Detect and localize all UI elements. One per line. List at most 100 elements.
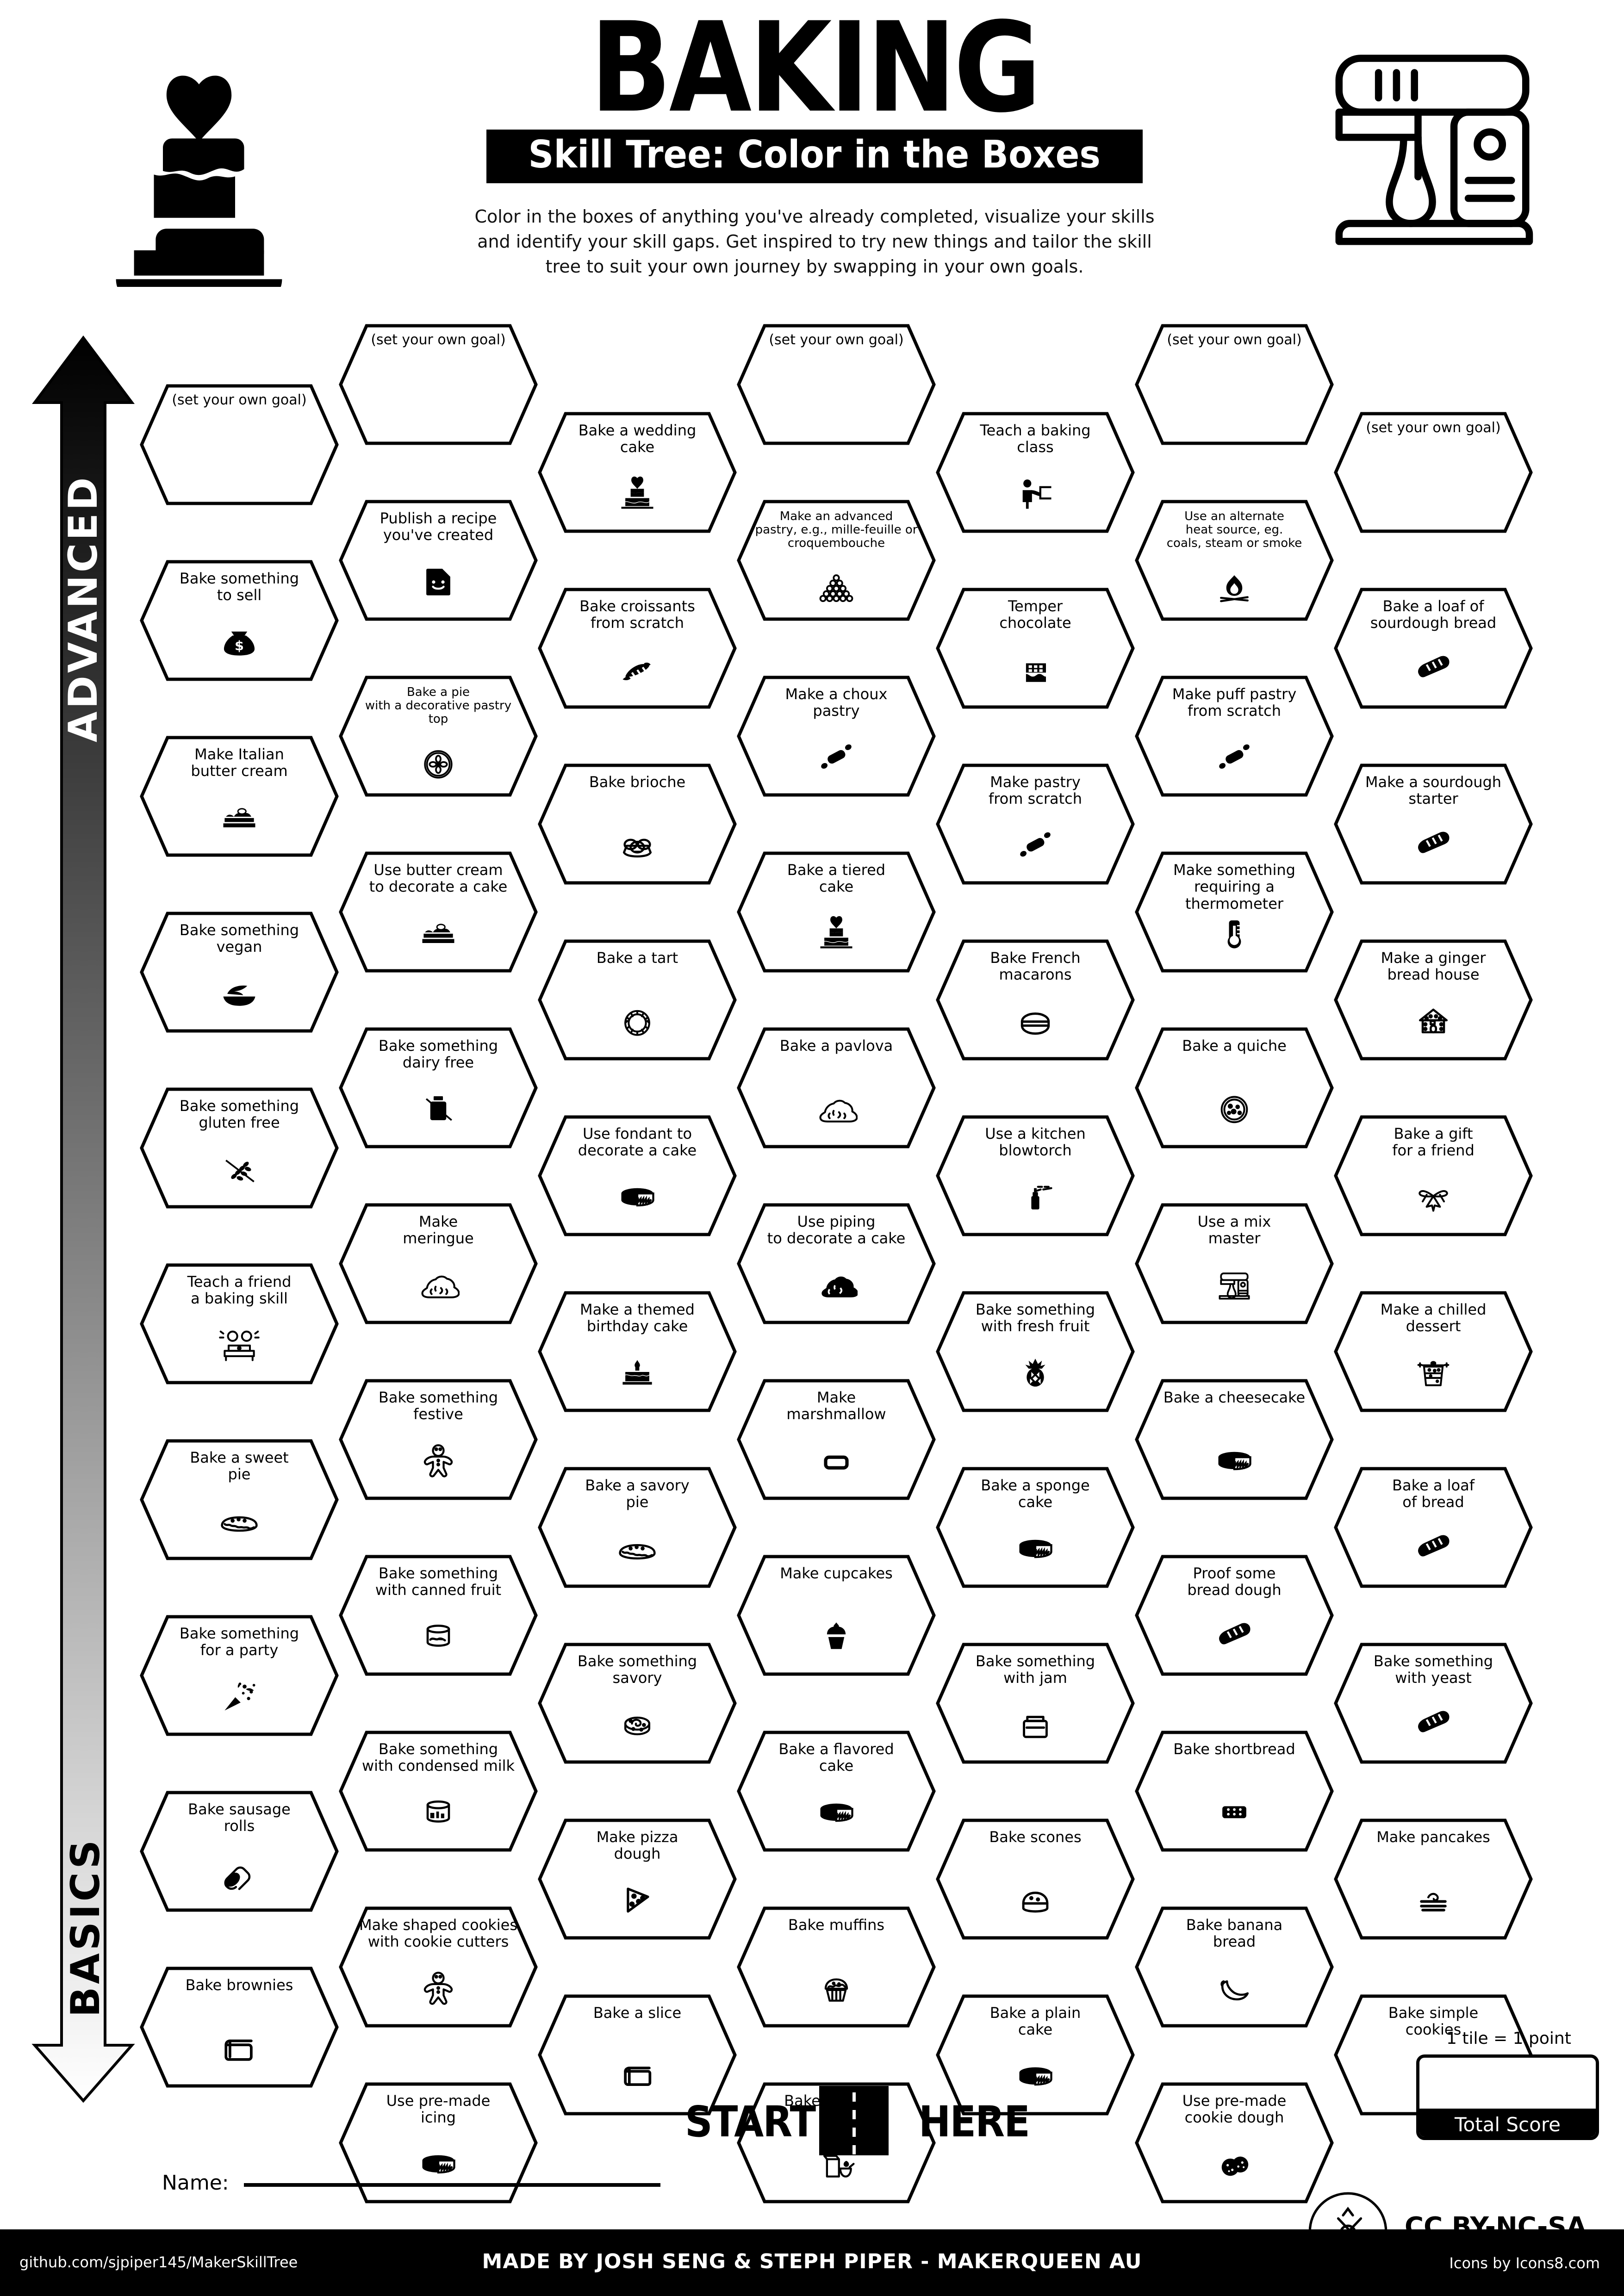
skill-tile[interactable]: Bake a sweet pie (140, 1439, 339, 1560)
skill-tile[interactable]: Publish a recipe you've created (339, 500, 538, 621)
skill-tile[interactable]: Use a kitchen blowtorch (936, 1115, 1135, 1236)
skill-tile[interactable]: Bake a wedding cake (538, 412, 737, 533)
skill-tile[interactable]: Temper chocolate (936, 588, 1135, 709)
skill-tile[interactable]: Bake something savory (538, 1643, 737, 1764)
sausage-roll-icon (140, 1850, 339, 1898)
skill-tile[interactable]: Use pre-made cookie dough (1135, 2082, 1334, 2203)
skill-tile[interactable]: Bake French macarons (936, 939, 1135, 1061)
skill-tile[interactable]: (set your own goal) (339, 324, 538, 445)
here-label: HERE (919, 2097, 1030, 2147)
skill-tile-label: Bake brioche (589, 773, 686, 791)
skill-tile[interactable]: Make a chilled dessert (1334, 1291, 1533, 1412)
skill-tile[interactable]: Make a sourdough starter (1334, 763, 1533, 885)
skill-tile-label: Bake a pavlova (779, 1037, 893, 1055)
skill-tile[interactable]: (set your own goal) (1334, 412, 1533, 533)
skill-tile[interactable]: Make cupcakes (737, 1555, 936, 1676)
skill-tile[interactable]: Bake brownies (140, 1967, 339, 2088)
bread-loaf-icon (1334, 1527, 1533, 1574)
name-field[interactable]: Name: (162, 2171, 660, 2195)
skill-tile[interactable]: Make pastry from scratch (936, 763, 1135, 885)
skill-tile[interactable]: Bake something with yeast (1334, 1643, 1533, 1764)
skill-tile[interactable]: Bake something festive (339, 1379, 538, 1500)
skill-tile[interactable]: Use an alternate heat source, eg. coals, s… (1135, 500, 1334, 621)
croquembouche-icon (737, 566, 936, 614)
skill-tile[interactable]: Make a ginger bread house (1334, 939, 1533, 1061)
skill-tile[interactable]: Bake something gluten free (140, 1087, 339, 1209)
skill-tile[interactable]: Bake a tiered cake (737, 851, 936, 973)
skill-tile[interactable]: Make something requiring a thermometer (1135, 851, 1334, 973)
skill-tile[interactable]: Bake a cheesecake (1135, 1379, 1334, 1500)
skill-tile[interactable]: Bake a pavlova (737, 1027, 936, 1148)
skill-tile-label: Use pre-made cookie dough (1182, 2092, 1287, 2127)
skill-tile[interactable]: Use butter cream to decorate a cake (339, 851, 538, 973)
skill-tile[interactable]: (set your own goal) (737, 324, 936, 445)
skill-tile-label: Make puff pastry from scratch (1172, 685, 1297, 720)
skill-tile-label: Bake a cheesecake (1163, 1389, 1306, 1406)
skill-tile-label: Use piping to decorate a cake (767, 1213, 906, 1247)
skill-tile[interactable]: Make pizza dough (538, 1818, 737, 1940)
skill-tile[interactable]: Bake a slice (538, 1994, 737, 2116)
skill-tile[interactable]: Bake a pie with a decorative pastry top (339, 676, 538, 797)
skill-tile[interactable]: Bake brioche (538, 763, 737, 885)
total-score-box[interactable]: Total Score (1416, 2054, 1599, 2140)
score-value[interactable] (1419, 2058, 1596, 2109)
skill-tile[interactable]: Bake something vegan (140, 912, 339, 1033)
skill-tile[interactable]: Bake a savory pie (538, 1467, 737, 1588)
skill-tile[interactable]: Bake croissants from scratch (538, 588, 737, 709)
svg-text:$: $ (235, 638, 244, 653)
skill-tile[interactable]: (set your own goal) (140, 384, 339, 505)
name-input-line[interactable] (243, 2182, 660, 2187)
skill-tile[interactable]: Teach a friend a baking skill (140, 1263, 339, 1384)
skill-tile-label: Make a sourdough starter (1365, 773, 1502, 808)
skill-tile[interactable]: Bake a gift for a friend (1334, 1115, 1533, 1236)
skill-tile[interactable]: Bake a quiche (1135, 1027, 1334, 1148)
skill-tile[interactable]: Bake a flavored cake (737, 1731, 936, 1852)
skill-tile[interactable]: Bake something for a party (140, 1615, 339, 1736)
skill-tile[interactable]: Bake a loaf of sourdough bread (1334, 588, 1533, 709)
skill-tile[interactable]: Bake sausage rolls (140, 1791, 339, 1912)
skill-tile[interactable]: Make pancakes (1334, 1818, 1533, 1940)
skill-tile[interactable]: Bake shortbread (1135, 1731, 1334, 1852)
skill-tile[interactable]: Use fondant to decorate a cake (538, 1115, 737, 1236)
footer-icons-credit[interactable]: Icons by Icons8.com (1449, 2254, 1600, 2272)
skill-tile[interactable]: Make an advanced pastry, e.g., mille-feui… (737, 500, 936, 621)
skill-tile[interactable]: Use piping to decorate a cake (737, 1203, 936, 1324)
skill-tile[interactable]: Make marshmallow (737, 1379, 936, 1500)
skill-tile[interactable]: Bake muffins (737, 1906, 936, 2028)
skill-tile[interactable]: Bake something with fresh fruit (936, 1291, 1135, 1412)
skill-tile[interactable]: Make a themed birthday cake (538, 1291, 737, 1412)
skill-tile[interactable]: Bake a sponge cake (936, 1467, 1135, 1588)
skill-tile[interactable]: Bake something with condensed milk (339, 1731, 538, 1852)
skill-tile-label: Bake a gift for a friend (1392, 1125, 1475, 1160)
skill-tile-label: Bake a plain cake (989, 2004, 1081, 2039)
skill-tile-label: Bake something vegan (179, 921, 299, 956)
fondant-cake-icon (538, 1175, 737, 1222)
skill-tile[interactable]: Bake something to sell $ (140, 560, 339, 681)
skill-tile[interactable]: Use pre-made icing (339, 2082, 538, 2203)
pineapple-icon (936, 1351, 1135, 1398)
bread-loaf-icon (1334, 823, 1533, 871)
skill-tile[interactable]: Bake a loaf of bread (1334, 1467, 1533, 1588)
footer-repo-link[interactable]: github.com/sjpiper145/MakerSkillTree (19, 2253, 298, 2271)
subtitle-bar: Skill Tree: Color in the Boxes (486, 129, 1143, 183)
chilled-dessert-icon (1334, 1351, 1533, 1398)
skill-tile[interactable]: Bake something dairy free (339, 1027, 538, 1148)
skill-tile[interactable]: Bake a plain cake (936, 1994, 1135, 2116)
skill-tile[interactable]: Proof some bread dough (1135, 1555, 1334, 1676)
macaron-icon (936, 999, 1135, 1047)
skill-tile[interactable]: Bake a tart (538, 939, 737, 1061)
marshmallow-icon (737, 1439, 936, 1486)
skill-tile[interactable]: Teach a baking class (936, 412, 1135, 533)
skill-tile[interactable]: Make puff pastry from scratch (1135, 676, 1334, 797)
skill-tile[interactable]: (set your own goal) (1135, 324, 1334, 445)
skill-tile[interactable]: Bake banana bread (1135, 1906, 1334, 2028)
skill-tile[interactable]: Bake something with canned fruit (339, 1555, 538, 1676)
skill-tile[interactable]: Make meringue (339, 1203, 538, 1324)
skill-tile[interactable]: Make a choux pastry (737, 676, 936, 797)
skill-tile[interactable]: Make Italian butter cream (140, 736, 339, 857)
skill-tile[interactable]: Bake scones (936, 1818, 1135, 1940)
skill-tile[interactable]: Make shaped cookies with cookie cutters (339, 1906, 538, 2028)
skill-tile[interactable]: Bake something with jam (936, 1643, 1135, 1764)
skill-tile[interactable]: Use a mix master (1135, 1203, 1334, 1324)
